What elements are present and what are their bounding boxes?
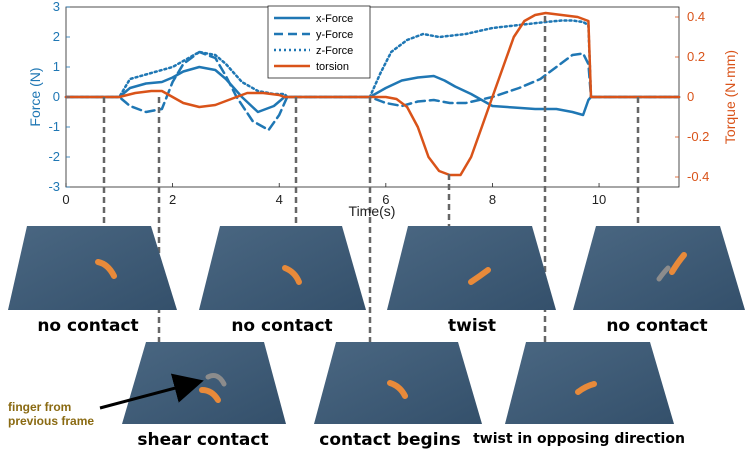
plate: [573, 226, 745, 310]
panel-caption: shear contact: [137, 430, 268, 450]
panel-caption: no contact: [37, 316, 138, 336]
y-tick-label-right: -0.2: [687, 129, 709, 144]
panel-bottom-2: contact begins: [314, 342, 482, 450]
y-tick-label-right: 0.4: [687, 9, 705, 24]
panel-top-2: no contact: [199, 226, 366, 336]
x-tick-label: 10: [592, 192, 606, 207]
finger-shape: [387, 380, 408, 399]
y-tick-label-left: 3: [53, 0, 60, 14]
y-tick-label-left: 2: [53, 29, 60, 44]
panel-top-3: twist: [387, 226, 556, 336]
panel-caption: contact begins: [319, 430, 461, 450]
finger-shape: [669, 252, 687, 275]
legend-label-y-force: y-Force: [316, 29, 353, 41]
panel-caption: no contact: [231, 316, 332, 336]
y-axis-label-right: Torque (N·mm): [722, 50, 738, 144]
panel-top-4: no contact: [573, 226, 745, 336]
y-tick-label-left: 1: [53, 59, 60, 74]
plate: [8, 226, 177, 310]
finger-shape-previous: [656, 265, 671, 282]
series-line-torsion: [64, 11, 681, 177]
legend-label-torsion: torsion: [316, 61, 349, 73]
finger-shape-previous: [205, 373, 227, 387]
finger-shape: [468, 267, 491, 285]
panel-caption: twist: [448, 316, 496, 336]
y-tick-label-left: -2: [48, 149, 60, 164]
annotation-arrow: [99, 373, 204, 410]
x-tick-label: 0: [62, 192, 69, 207]
finger-shape: [575, 381, 597, 395]
x-tick-label: 6: [382, 192, 389, 207]
plate: [122, 342, 286, 424]
y-tick-label-left: -3: [48, 179, 60, 194]
y-tick-label-right: -0.4: [687, 169, 709, 184]
finger-shape: [282, 265, 302, 285]
y-tick-label-left: -1: [48, 119, 60, 134]
x-tick-label: 8: [489, 192, 496, 207]
y-tick-label-right: 0.2: [687, 49, 705, 64]
annotation-line-2: previous frame: [8, 414, 94, 428]
legend-label-z-force: z-Force: [316, 45, 353, 57]
y-axis-label-left: Force (N): [27, 67, 43, 126]
x-axis-label: Time(s): [349, 203, 396, 219]
finger-shape: [95, 259, 117, 279]
plate: [314, 342, 482, 424]
panel-bottom-3: twist in opposing direction: [473, 342, 685, 447]
annotation: finger from previous frame: [8, 373, 204, 428]
panel-caption: twist in opposing direction: [473, 431, 685, 447]
x-tick-label: 4: [276, 192, 283, 207]
plate: [387, 226, 556, 310]
panel-top-1: no contact: [8, 226, 177, 336]
y-tick-label-left: 0: [53, 89, 60, 104]
annotation-line-1: finger from: [8, 400, 71, 414]
series-line-x-force: [64, 65, 681, 117]
legend: x-Force y-Force z-Force torsion: [267, 5, 371, 79]
panel-caption: no contact: [606, 316, 707, 336]
y-tick-label-right: 0: [687, 89, 694, 104]
x-tick-label: 2: [169, 192, 176, 207]
legend-label-x-force: x-Force: [316, 13, 353, 25]
